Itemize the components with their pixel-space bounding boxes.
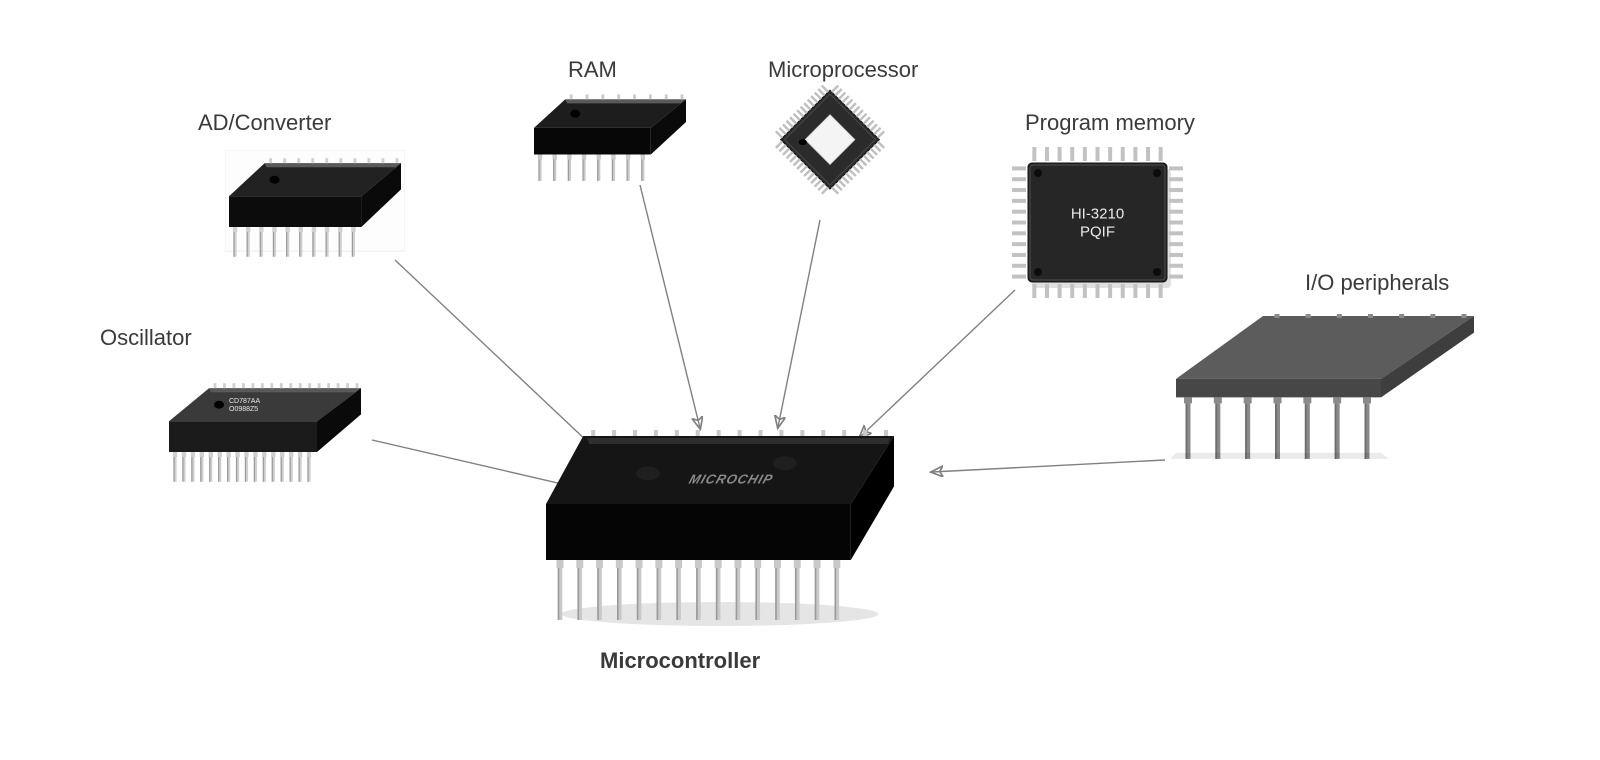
label-ram: RAM — [568, 57, 617, 83]
label-microprocessor: Microprocessor — [768, 57, 918, 83]
svg-text:CD787AA: CD787AA — [229, 398, 260, 405]
label-microcontroller: Microcontroller — [600, 648, 760, 674]
svg-text:HI-3210: HI-3210 — [1071, 206, 1124, 223]
label-io-peripherals: I/O peripherals — [1305, 270, 1449, 296]
label-ad-converter: AD/Converter — [198, 110, 331, 136]
svg-text:O0988Z5: O0988Z5 — [229, 406, 258, 413]
svg-text:PQIF: PQIF — [1080, 224, 1115, 241]
chip-io_peripherals — [1170, 310, 1480, 495]
arrow-io_peripherals — [932, 460, 1165, 472]
arrow-microprocessor — [778, 220, 820, 427]
chip-ad_converter — [225, 150, 405, 260]
svg-text:MICROCHIP: MICROCHIP — [687, 472, 775, 487]
chip-microprocessor — [745, 85, 915, 215]
arrow-program_memory — [860, 290, 1015, 437]
microcontroller-chip: MICROCHIP — [540, 430, 900, 630]
label-oscillator: Oscillator — [100, 325, 192, 351]
arrow-ram — [640, 185, 700, 428]
label-program-memory: Program memory — [1025, 110, 1195, 136]
diagram-stage: Oscillator AD/Converter RAM Microprocess… — [0, 0, 1600, 760]
chip-program_memory: HI-3210PQIF — [1010, 145, 1185, 300]
chip-ram — [530, 88, 690, 183]
chip-oscillator: CD787AAO0988Z5 — [165, 375, 365, 485]
